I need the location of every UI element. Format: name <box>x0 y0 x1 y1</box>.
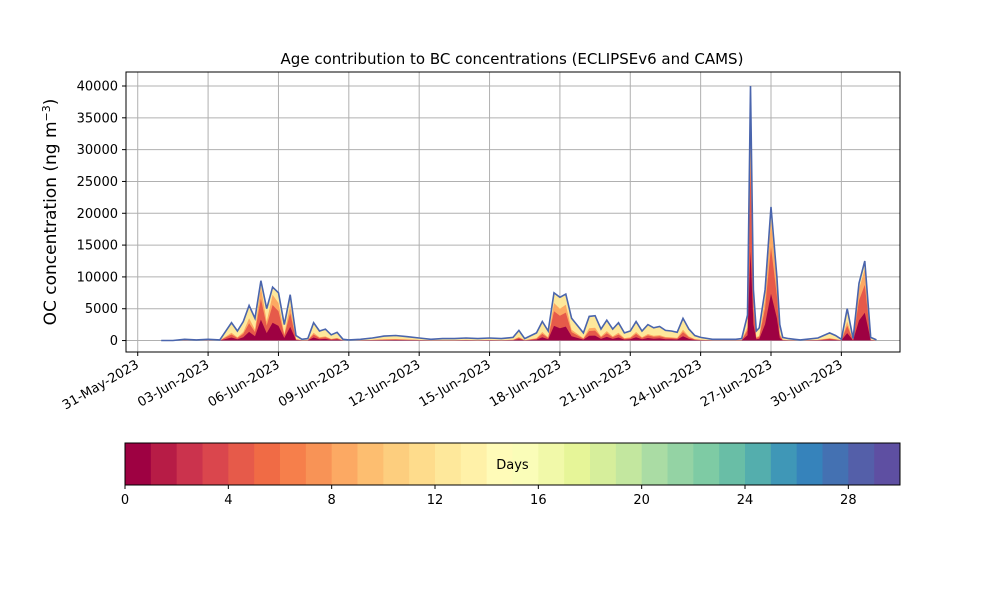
y-axis-label-text: OC concentration (ng m−3) <box>40 99 62 326</box>
y-tick-label: 5000 <box>85 302 118 317</box>
colorbar-segment <box>486 443 513 485</box>
colorbar-segment <box>641 443 668 485</box>
colorbar-segment <box>874 443 901 485</box>
colorbar-segment <box>305 443 333 485</box>
colorbar-segment <box>590 443 617 485</box>
colorbar-segment <box>202 443 229 485</box>
x-tick-label: 15-Jun-2023 <box>417 357 494 410</box>
x-tick-label: 27-Jun-2023 <box>698 357 775 410</box>
plot-frame <box>125 71 901 353</box>
x-tick-label: 12-Jun-2023 <box>346 357 423 410</box>
colorbar-segment <box>564 443 591 485</box>
colorbar-segment <box>822 443 849 485</box>
x-tick-label: 03-Jun-2023 <box>135 357 212 410</box>
colorbar-segment <box>125 443 152 485</box>
colorbar-segment <box>512 443 539 485</box>
y-ticks: 0 5000 10000 15000 20000 25000 30000 35000 40000 <box>77 80 126 349</box>
total-line <box>161 85 877 342</box>
x-tick-label: 06-Jun-2023 <box>206 357 283 410</box>
x-ticks: 31-May-202303-Jun-202306-Jun-202309-Jun-… <box>60 352 845 413</box>
colorbar-label: Days <box>496 458 529 473</box>
colorbar-segment <box>719 443 746 485</box>
colorbar-tick-label: 24 <box>737 493 754 508</box>
colorbar-segment <box>693 443 720 485</box>
colorbar-frame <box>124 442 901 486</box>
colorbar-segment <box>176 443 203 485</box>
y-tick-label: 10000 <box>77 270 118 285</box>
x-tick-label: 24-Jun-2023 <box>628 357 705 410</box>
colorbar-segment <box>254 443 281 485</box>
y-axis-label: OC concentration (ng m−3) <box>40 99 62 326</box>
colorbar-tick-label: 16 <box>530 493 547 508</box>
x-tick-label: 30-Jun-2023 <box>769 357 846 410</box>
x-tick-label: 31-May-2023 <box>60 357 142 413</box>
colorbar-tick-label: 0 <box>121 493 129 508</box>
colorbar-segment <box>331 443 358 485</box>
colorbar-tick-label: 20 <box>633 493 650 508</box>
chart-title: Age contribution to BC concentrations (E… <box>281 50 744 68</box>
y-tick-label: 30000 <box>77 143 118 158</box>
y-tick-label: 15000 <box>77 239 118 254</box>
colorbar-segment <box>745 443 772 485</box>
colorbar-segment <box>357 443 384 485</box>
colorbar-segment <box>280 443 307 485</box>
x-tick-label: 18-Jun-2023 <box>487 357 564 410</box>
y-tick-label: 20000 <box>77 207 118 222</box>
colorbar-segment <box>228 443 255 485</box>
colorbar-segment <box>667 443 694 485</box>
x-tick-label: 09-Jun-2023 <box>276 357 353 410</box>
colorbar-segment <box>409 443 436 485</box>
y-tick-label: 0 <box>110 334 118 349</box>
y-tick-label: 35000 <box>77 111 118 126</box>
colorbar-segment <box>383 443 410 485</box>
colorbar-segment <box>615 443 643 485</box>
colorbar-segment <box>770 443 798 485</box>
y-tick-label: 25000 <box>77 175 118 190</box>
colorbar-tick-label: 8 <box>328 493 336 508</box>
y-tick-label: 40000 <box>77 80 118 95</box>
colorbar-segment <box>460 443 488 485</box>
y-label-sup: −3 <box>40 105 53 121</box>
colorbar: Days 0 4 8 12 16 20 24 28 <box>121 442 901 508</box>
colorbar-segment <box>796 443 823 485</box>
colorbar-tick-label: 12 <box>427 493 444 508</box>
colorbar-tick-label: 28 <box>840 493 857 508</box>
colorbar-segment <box>538 443 565 485</box>
colorbar-tick-label: 4 <box>224 493 232 508</box>
y-label-main: OC concentration (ng m <box>41 121 61 325</box>
y-label-close: ) <box>41 99 61 106</box>
grid <box>126 72 900 352</box>
total-series-line <box>161 85 877 342</box>
x-tick-label: 21-Jun-2023 <box>557 357 634 410</box>
axes-frame <box>125 71 901 353</box>
colorbar-segment <box>435 443 462 485</box>
colorbar-segment <box>150 443 178 485</box>
colorbar-segment <box>848 443 875 485</box>
